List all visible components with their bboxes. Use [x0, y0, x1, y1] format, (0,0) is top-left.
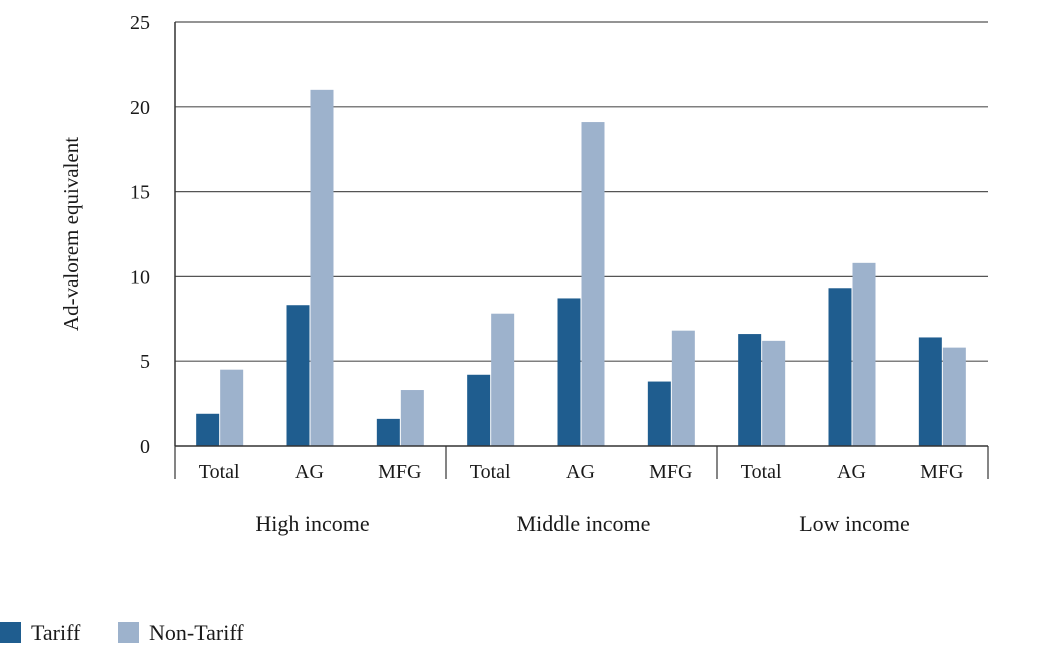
bar-non-tariff — [762, 340, 786, 446]
y-tick-label: 20 — [130, 97, 150, 119]
legend-label: Non-Tariff — [149, 620, 244, 645]
bar-tariff — [918, 337, 942, 446]
legend-swatch — [118, 622, 139, 643]
bar-non-tariff — [220, 369, 244, 446]
x-group-labels: High income Middle income Low income — [255, 511, 909, 536]
bar-tariff — [828, 288, 852, 446]
y-tick-label: 10 — [130, 266, 150, 288]
bar-non-tariff — [310, 89, 334, 446]
group-label: Low income — [799, 511, 910, 536]
y-tick-label: 5 — [140, 351, 150, 373]
bar-tariff — [467, 374, 491, 446]
bar-tariff — [196, 413, 220, 446]
y-axis-label: Ad-valorem equivalent — [59, 137, 83, 331]
category-label: MFG — [920, 461, 963, 483]
y-tick-label: 15 — [130, 182, 150, 204]
legend: Tariff Non-Tariff — [0, 620, 244, 645]
group-label: Middle income — [517, 511, 651, 536]
bar-non-tariff — [581, 122, 605, 447]
category-label: Total — [199, 461, 240, 483]
bar-non-tariff — [852, 262, 876, 446]
axes — [174, 22, 989, 479]
bar-tariff — [738, 334, 762, 446]
x-category-labels: Total AG MFG Total AG MFG Total AG MFG — [199, 461, 964, 483]
y-tick-label: 25 — [130, 12, 150, 34]
bar-tariff — [557, 298, 581, 446]
category-label: Total — [741, 461, 782, 483]
y-tick-label: 0 — [140, 436, 150, 458]
bar-non-tariff — [400, 390, 424, 446]
bar-tariff — [286, 305, 310, 446]
legend-swatch — [0, 622, 21, 643]
category-label: AG — [295, 461, 324, 483]
category-label: AG — [837, 461, 866, 483]
legend-label: Tariff — [31, 620, 81, 645]
category-label: MFG — [649, 461, 692, 483]
group-label: High income — [255, 511, 369, 536]
category-label: Total — [470, 461, 511, 483]
bar-tariff — [647, 381, 671, 446]
bar-non-tariff — [942, 347, 966, 446]
category-label: MFG — [378, 461, 421, 483]
bar-non-tariff — [491, 313, 515, 446]
bar-non-tariff — [671, 330, 695, 446]
bars — [196, 89, 966, 447]
bar-tariff — [376, 418, 400, 446]
category-label: AG — [566, 461, 595, 483]
y-tick-labels: 0 5 10 15 20 25 — [130, 12, 150, 458]
